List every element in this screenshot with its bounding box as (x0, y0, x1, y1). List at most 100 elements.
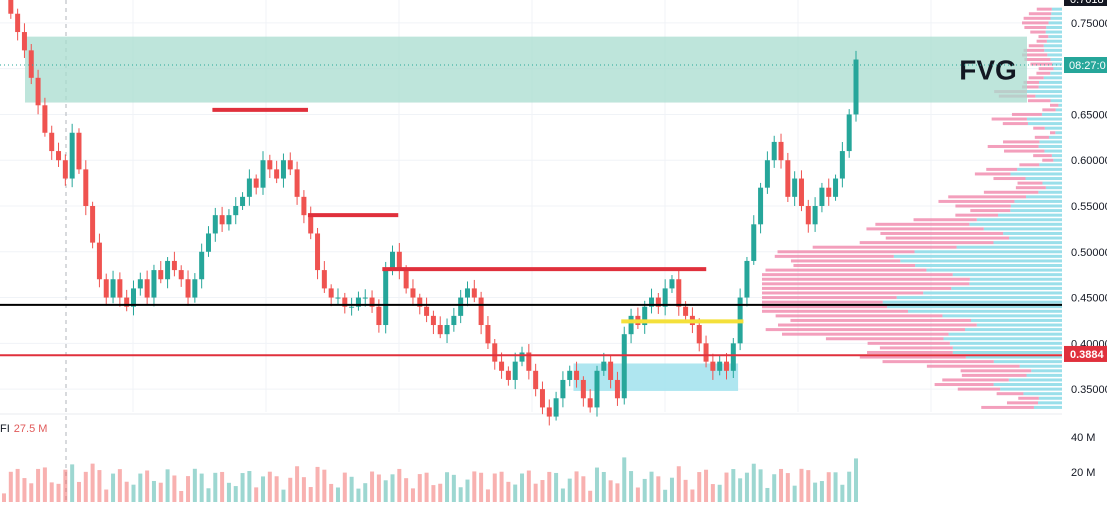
volume-bar (56, 483, 61, 502)
volume-bar (49, 482, 54, 502)
profile-bar-down (885, 236, 1010, 240)
top-price-label: 0.7618 (1070, 0, 1104, 6)
volume-bar (615, 483, 620, 502)
candle-body (410, 288, 416, 298)
profile-bar-up (1008, 378, 1062, 382)
volume-bar (29, 483, 34, 502)
profile-bar-down (996, 392, 1024, 396)
profile-bar-down (790, 259, 901, 263)
volume-bar (70, 464, 75, 502)
candle-body (192, 279, 198, 298)
candle-body (628, 315, 634, 335)
candle-body (812, 206, 818, 225)
volume-bar (145, 470, 150, 502)
profile-bar-down (1033, 154, 1052, 158)
profile-bar-down (1022, 85, 1039, 89)
candle-body (274, 169, 280, 179)
volume-bar (554, 472, 559, 502)
profile-bar-up (1017, 167, 1062, 171)
profile-bar-down (793, 264, 916, 268)
profile-bar-down (1024, 25, 1047, 29)
profile-bar-up (1050, 16, 1062, 20)
profile-bar-down (1011, 112, 1042, 116)
profile-bar-up (1053, 158, 1062, 162)
volume-tick-label: 40 M (1071, 432, 1095, 444)
candle-body (819, 187, 825, 206)
candle-body (328, 288, 334, 298)
profile-bar-up (1033, 405, 1062, 409)
profile-bar-up (1039, 163, 1062, 167)
candle-body (56, 151, 62, 161)
candle-body (110, 279, 116, 298)
volume-bar (417, 474, 422, 502)
volume-bar (547, 471, 552, 502)
candle-body (287, 160, 293, 170)
profile-bar-up (969, 277, 1062, 281)
volume-bar (438, 483, 443, 502)
volume-bar (288, 477, 293, 502)
candle-body (76, 132, 82, 170)
volume-bar (724, 472, 729, 502)
profile-bar-up (943, 337, 1062, 341)
profile-bar-down (981, 405, 1034, 409)
profile-bar-down (991, 117, 1027, 121)
profile-bar-down (867, 350, 953, 354)
profile-bar-up (1050, 58, 1062, 62)
volume-bar (267, 471, 272, 502)
candle-body (315, 233, 321, 271)
profile-bar-up (1044, 48, 1062, 52)
profile-bar-up (1000, 387, 1062, 391)
profile-bar-up (887, 305, 1062, 309)
candle-body (696, 325, 702, 344)
profile-bar-down (765, 328, 966, 332)
profile-bar-down (1023, 80, 1040, 84)
volume-bar (36, 468, 41, 502)
volume-bar (335, 487, 340, 502)
profile-bar-up (998, 213, 1062, 217)
volume-bar (104, 489, 109, 502)
profile-bar-up (1052, 62, 1062, 66)
volume-indicator-value: 27.5 M (13, 423, 48, 435)
volume-bar (2, 493, 6, 502)
profile-bar-down (762, 282, 970, 286)
candle-body (301, 196, 307, 216)
candle-body (437, 325, 443, 335)
profile-bar-up (1055, 108, 1062, 112)
profile-bar-down (1019, 163, 1040, 167)
profile-bar-up (914, 250, 1062, 254)
profile-bar-down (955, 213, 999, 217)
profile-bar-down (983, 190, 1039, 194)
volume-bar (540, 480, 545, 502)
volume-bar (322, 469, 327, 502)
volume-bar (704, 469, 709, 502)
profile-bar-down (1003, 140, 1040, 144)
volume-bar (806, 470, 811, 502)
candle-body (417, 297, 423, 307)
profile-bar-up (1055, 131, 1062, 135)
volume-bar (124, 481, 129, 502)
candle-body (49, 132, 55, 152)
volume-bar (819, 481, 824, 502)
volume-bar (172, 475, 177, 502)
profile-bar-up (1050, 71, 1062, 75)
profile-bar-up (1045, 186, 1062, 190)
candle-body (519, 352, 525, 362)
volume-bar (186, 476, 191, 502)
candle-body (771, 141, 777, 161)
candle-body (792, 178, 798, 197)
profile-bar-down (960, 369, 1032, 373)
volume-bar (622, 457, 627, 502)
profile-bar-down (859, 241, 994, 245)
candle-body (396, 251, 402, 271)
volume-bar (404, 478, 409, 502)
candle-body (587, 398, 593, 408)
candle-body (253, 178, 259, 188)
candle-body (614, 379, 620, 399)
profile-bar-up (952, 346, 1062, 350)
profile-bar-down (1042, 108, 1056, 112)
profile-bar-down (1030, 30, 1046, 34)
volume-tick-label: 20 M (1071, 467, 1095, 479)
profile-bar-down (1018, 396, 1039, 400)
